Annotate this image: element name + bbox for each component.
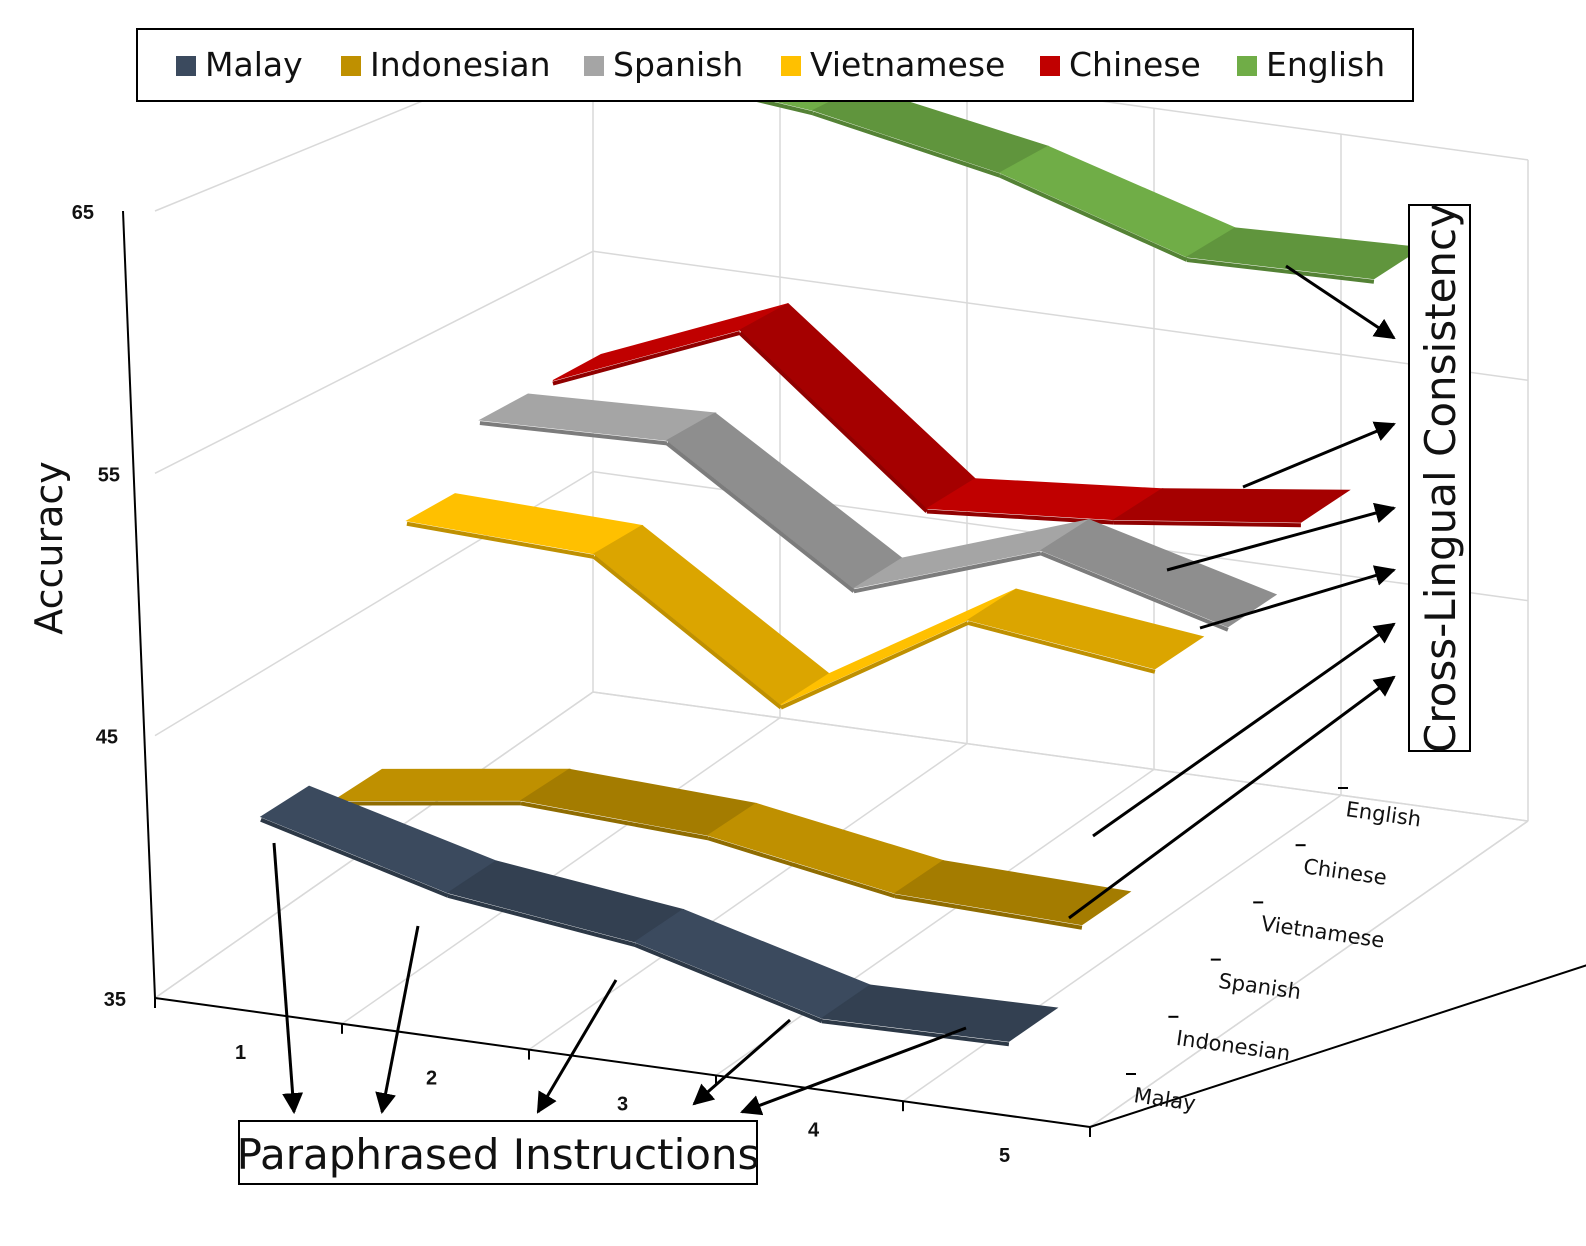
ribbon-edge — [592, 555, 783, 710]
ribbon-segment — [820, 984, 1059, 1042]
legend-label: Vietnamese — [810, 45, 1005, 84]
arrow-chinese — [1242, 421, 1396, 489]
ribbon-edge — [707, 836, 896, 899]
arrow-english — [1285, 264, 1396, 340]
y-tick-label: 65 — [72, 202, 94, 224]
legend-swatch — [341, 56, 361, 76]
legend-swatch — [1237, 56, 1257, 76]
ribbon-edge — [479, 421, 668, 446]
ribbon-segment — [633, 908, 872, 1019]
ribbon-edge — [821, 1019, 1010, 1047]
x-tick-label: 2 — [426, 1068, 437, 1090]
arrow-malay — [1068, 675, 1396, 920]
y-tick-label: 45 — [96, 727, 118, 749]
ribbon-edge — [552, 331, 741, 386]
legend-swatch — [584, 56, 604, 76]
arrow-x1 — [272, 842, 304, 1115]
arrow-indonesian — [1092, 622, 1396, 838]
grid — [154, 30, 1529, 1128]
ribbon-chinese — [552, 303, 1351, 528]
back-wall-gridline — [592, 250, 1529, 382]
ribbons — [259, 44, 1424, 1047]
depth-tick-label: Spanish — [1217, 969, 1302, 1004]
ribbon-edge — [260, 817, 449, 898]
arrow-vietnamese — [1199, 565, 1397, 630]
x-tick-label: 5 — [999, 1145, 1010, 1167]
legend-label: English — [1266, 45, 1385, 84]
floor-gridline — [902, 794, 1342, 1102]
ribbon-edge — [812, 111, 1001, 178]
floor-edge — [1089, 820, 1529, 1128]
ribbon-edge — [967, 621, 1156, 674]
paraphrased-instructions-box: Paraphrased Instructions — [237, 1120, 760, 1185]
ribbon-edge — [1186, 257, 1375, 284]
depth-tick-label: English — [1344, 797, 1422, 831]
floor-gridline — [341, 717, 781, 1025]
arrow-x4 — [692, 1018, 791, 1106]
y-axis-line — [122, 210, 156, 999]
ribbon-spanish — [478, 393, 1278, 632]
x-axis-label: Paraphrased Instructions — [237, 1130, 760, 1179]
legend-swatch — [176, 56, 196, 76]
legend-label: Indonesian — [370, 45, 551, 84]
ribbon-edge — [738, 331, 929, 513]
axes — [122, 210, 1586, 1137]
annotation-arrows — [272, 264, 1397, 1116]
ribbon-edge — [780, 621, 969, 710]
floor-gridline — [715, 768, 1155, 1077]
legend-swatch — [781, 56, 801, 76]
arrow-spanish — [1166, 502, 1397, 572]
ribbon-segment — [1112, 488, 1351, 523]
ribbon-edge — [447, 893, 636, 947]
legend-swatch — [1040, 56, 1060, 76]
ribbon-edge — [853, 551, 1042, 594]
arrow-x5 — [740, 1026, 967, 1116]
ribbon-edge — [634, 943, 823, 1024]
y-tick-label: 55 — [98, 464, 120, 486]
ribbon-segment — [780, 588, 1017, 706]
depth-tick-label: Indonesian — [1175, 1026, 1292, 1066]
ribbon-edge — [520, 801, 709, 841]
ribbon-segment — [1185, 227, 1424, 280]
floor-edge — [592, 691, 1529, 822]
ribbon-edge — [665, 441, 856, 593]
z-axis-label: Cross-Lingual Consistency — [1416, 203, 1465, 753]
ribbon-segment — [893, 860, 1132, 926]
ribbon-malay — [259, 785, 1059, 1047]
ribbon-edge — [1113, 520, 1301, 528]
x-tick-label: 4 — [808, 1119, 820, 1141]
ribbon-segment — [593, 524, 830, 706]
legend-label: Malay — [205, 45, 303, 84]
x-tick-label: 3 — [617, 1094, 628, 1116]
ribbon-edge — [1040, 551, 1229, 632]
arrow-x2 — [375, 925, 420, 1115]
depth-tick-label: Vietnamese — [1260, 912, 1386, 953]
ribbon-vietnamese — [405, 493, 1205, 710]
floor-gridline — [528, 742, 968, 1051]
ribbon-indonesian — [332, 768, 1132, 930]
y-tick-label: 35 — [104, 989, 126, 1011]
z-axis-line — [1089, 964, 1586, 1128]
legend-label: Chinese — [1069, 45, 1201, 84]
x-axis-line — [154, 997, 1091, 1128]
depth-tick-label: Chinese — [1302, 854, 1388, 889]
legend-label: Spanish — [613, 45, 743, 84]
y-axis-label: Accuracy — [27, 461, 71, 635]
ribbon-segment — [1039, 519, 1278, 628]
ribbon-edge — [999, 173, 1188, 262]
legend: Malay Indonesian Spanish Vietnamese Chinese E… — [136, 28, 1414, 102]
ribbon-segment — [998, 145, 1237, 258]
x-tick-label: 1 — [235, 1042, 246, 1064]
ribbon-edge — [894, 894, 1083, 930]
side-wall-gridline — [154, 250, 594, 475]
ribbon-segment — [446, 860, 685, 943]
ribbon-edge — [406, 521, 595, 559]
ribbon-segment — [966, 588, 1205, 670]
cross-lingual-consistency-box: Cross-Lingual Consistency — [1408, 203, 1471, 753]
arrow-x3 — [536, 979, 618, 1114]
